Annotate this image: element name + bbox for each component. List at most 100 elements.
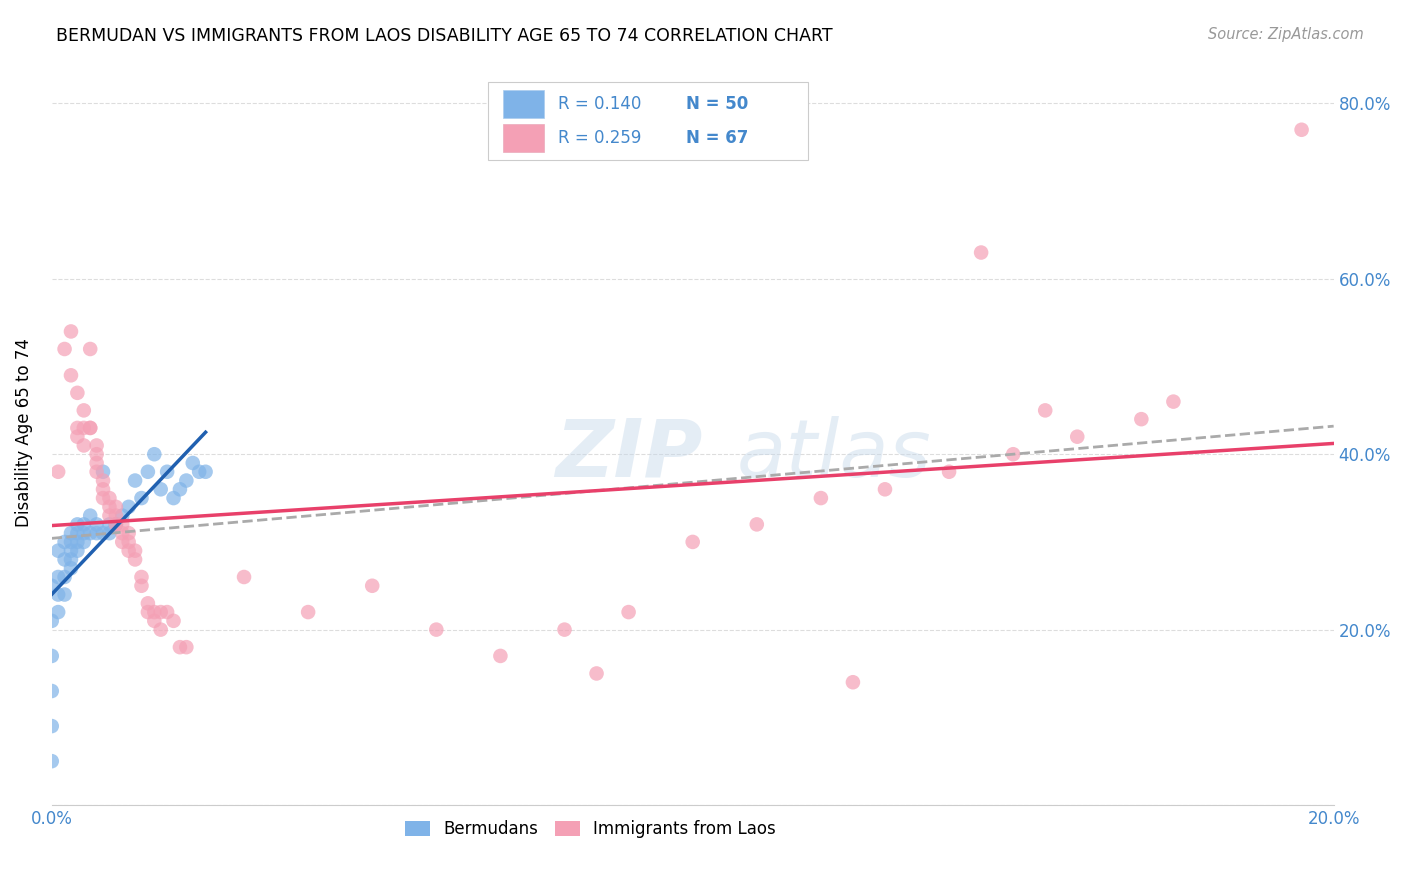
- Point: [136, 596, 159, 610]
- Point: [46, 543, 69, 558]
- Point: [111, 508, 134, 523]
- Point: [873, 483, 896, 497]
- Point: [73, 517, 96, 532]
- Point: [91, 526, 114, 541]
- Point: [143, 614, 166, 628]
- Bar: [503, 90, 544, 119]
- Point: [98, 508, 121, 523]
- Point: [59, 368, 82, 383]
- Text: R = 0.140: R = 0.140: [558, 95, 641, 113]
- Text: ZIP: ZIP: [555, 416, 702, 493]
- Point: [111, 535, 134, 549]
- Point: [176, 640, 198, 655]
- Point: [46, 605, 69, 619]
- Point: [1066, 430, 1088, 444]
- Point: [156, 465, 179, 479]
- Point: [73, 535, 96, 549]
- Point: [79, 421, 101, 435]
- Point: [361, 579, 384, 593]
- Point: [131, 491, 153, 505]
- Point: [46, 465, 69, 479]
- Point: [176, 474, 198, 488]
- Point: [66, 385, 89, 400]
- Point: [111, 526, 134, 541]
- Point: [66, 421, 89, 435]
- Point: [98, 491, 121, 505]
- Point: [46, 588, 69, 602]
- Point: [124, 552, 146, 566]
- Point: [842, 675, 865, 690]
- Legend: Bermudans, Immigrants from Laos: Bermudans, Immigrants from Laos: [398, 814, 782, 845]
- Point: [118, 500, 141, 514]
- Point: [53, 588, 76, 602]
- Text: BERMUDAN VS IMMIGRANTS FROM LAOS DISABILITY AGE 65 TO 74 CORRELATION CHART: BERMUDAN VS IMMIGRANTS FROM LAOS DISABIL…: [56, 27, 832, 45]
- Point: [297, 605, 319, 619]
- Point: [86, 456, 108, 470]
- Point: [131, 570, 153, 584]
- Point: [169, 483, 191, 497]
- Point: [1033, 403, 1056, 417]
- Point: [553, 623, 575, 637]
- Point: [79, 342, 101, 356]
- Point: [59, 325, 82, 339]
- Text: atlas: atlas: [737, 416, 931, 493]
- Text: R = 0.259: R = 0.259: [558, 128, 641, 147]
- Point: [124, 543, 146, 558]
- Point: [617, 605, 640, 619]
- Point: [73, 403, 96, 417]
- Point: [1130, 412, 1153, 426]
- Point: [143, 605, 166, 619]
- Text: Source: ZipAtlas.com: Source: ZipAtlas.com: [1208, 27, 1364, 42]
- Point: [745, 517, 768, 532]
- Point: [104, 500, 127, 514]
- Point: [41, 579, 63, 593]
- Point: [162, 491, 184, 505]
- Point: [73, 438, 96, 452]
- Point: [79, 526, 101, 541]
- Point: [73, 526, 96, 541]
- Point: [118, 526, 141, 541]
- Bar: [503, 124, 544, 152]
- Point: [682, 535, 704, 549]
- Point: [46, 570, 69, 584]
- Point: [86, 465, 108, 479]
- Point: [98, 500, 121, 514]
- Point: [66, 543, 89, 558]
- Point: [41, 648, 63, 663]
- Point: [124, 474, 146, 488]
- Point: [41, 719, 63, 733]
- Point: [425, 623, 447, 637]
- Point: [59, 552, 82, 566]
- Point: [53, 552, 76, 566]
- Point: [149, 623, 172, 637]
- Point: [91, 483, 114, 497]
- Point: [131, 579, 153, 593]
- Point: [810, 491, 832, 505]
- Point: [188, 465, 211, 479]
- Point: [156, 605, 179, 619]
- Point: [938, 465, 960, 479]
- Point: [86, 447, 108, 461]
- Point: [104, 517, 127, 532]
- Point: [66, 430, 89, 444]
- Point: [41, 684, 63, 698]
- Point: [194, 465, 217, 479]
- Point: [66, 526, 89, 541]
- Point: [149, 483, 172, 497]
- Point: [104, 517, 127, 532]
- Point: [59, 526, 82, 541]
- Point: [104, 517, 127, 532]
- Point: [143, 447, 166, 461]
- Text: N = 67: N = 67: [686, 128, 748, 147]
- Point: [73, 421, 96, 435]
- Y-axis label: Disability Age 65 to 74: Disability Age 65 to 74: [15, 338, 32, 527]
- Point: [41, 754, 63, 768]
- Point: [86, 517, 108, 532]
- Point: [98, 526, 121, 541]
- Point: [91, 465, 114, 479]
- Point: [53, 535, 76, 549]
- Point: [53, 570, 76, 584]
- Point: [86, 438, 108, 452]
- Point: [1163, 394, 1185, 409]
- Point: [79, 421, 101, 435]
